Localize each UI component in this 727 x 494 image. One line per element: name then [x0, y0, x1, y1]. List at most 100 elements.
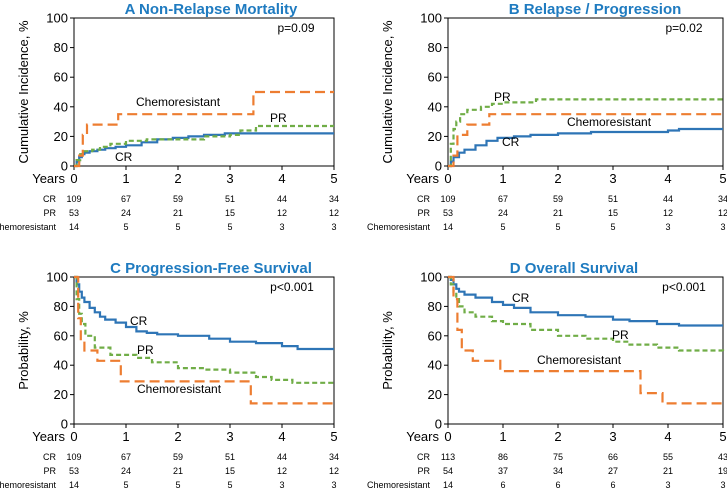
curve-pr: [74, 124, 334, 168]
curve-label-cr: CR: [512, 291, 530, 305]
curve-label-chemoresistant: Chemoresistant: [537, 353, 622, 367]
at-risk-value: 12: [718, 208, 727, 218]
at-risk-row-label: Chemoresistant: [367, 480, 431, 490]
y-tick-label: 0: [435, 417, 442, 432]
p-value: p<0.001: [270, 280, 314, 294]
at-risk-row-label: PR: [43, 466, 56, 476]
x-tick-label: 4: [664, 429, 671, 444]
y-tick-label: 80: [54, 40, 68, 55]
plot-frame: [73, 276, 335, 425]
at-risk-value: 51: [225, 194, 235, 204]
curve-pr: [448, 275, 725, 354]
at-risk-value: 12: [329, 208, 339, 218]
y-tick-label: 60: [428, 328, 442, 343]
at-risk-value: 5: [227, 480, 232, 490]
at-risk-row-label: PR: [417, 466, 430, 476]
x-tick-label: 1: [122, 171, 129, 186]
y-tick-label: 0: [61, 417, 68, 432]
at-risk-value: 3: [720, 222, 725, 232]
p-value: p<0.001: [662, 280, 706, 294]
at-risk-value: 34: [329, 452, 339, 462]
at-risk-value: 67: [498, 194, 508, 204]
at-risk-value: 5: [555, 222, 560, 232]
at-risk-row-label: CR: [417, 452, 430, 462]
x-tick-label: 3: [609, 171, 616, 186]
at-risk-value: 44: [663, 194, 673, 204]
at-risk-value: 109: [66, 194, 81, 204]
x-tick-label: 2: [554, 429, 561, 444]
at-risk-value: 6: [610, 480, 615, 490]
at-risk-value: 44: [277, 452, 287, 462]
y-tick-label: 100: [420, 270, 442, 285]
at-risk-value: 14: [69, 222, 79, 232]
x-tick-label: 1: [122, 429, 129, 444]
y-tick-label: 20: [54, 129, 68, 144]
curve-pr: [74, 275, 334, 384]
at-risk-value: 24: [121, 466, 131, 476]
x-axis-label: Years: [32, 171, 65, 186]
at-risk-value: 53: [69, 208, 79, 218]
at-risk-value: 12: [329, 466, 339, 476]
panel-title: A Non-Relapse Mortality: [125, 1, 298, 18]
y-axis-label: Cumulative Incidence, %: [380, 20, 395, 164]
at-risk-row-label: CR: [43, 194, 56, 204]
y-tick-label: 0: [435, 159, 442, 174]
at-risk-value: 3: [665, 480, 670, 490]
at-risk-value: 5: [500, 222, 505, 232]
y-tick-label: 80: [54, 299, 68, 314]
at-risk-row-label: PR: [417, 208, 430, 218]
plot-frame: [447, 17, 724, 167]
at-risk-value: 15: [225, 208, 235, 218]
at-risk-value: 24: [498, 208, 508, 218]
at-risk-value: 5: [123, 222, 128, 232]
at-risk-value: 24: [121, 208, 131, 218]
at-risk-value: 5: [610, 222, 615, 232]
x-tick-label: 5: [719, 171, 726, 186]
p-value: p=0.02: [665, 21, 702, 35]
at-risk-value: 3: [279, 222, 284, 232]
at-risk-value: 55: [663, 452, 673, 462]
at-risk-value: 3: [331, 222, 336, 232]
x-tick-label: 2: [554, 171, 561, 186]
at-risk-value: 66: [608, 452, 618, 462]
at-risk-value: 5: [175, 222, 180, 232]
at-risk-value: 21: [173, 208, 183, 218]
at-risk-row-label: Chemoresistant: [0, 222, 56, 232]
x-tick-label: 0: [444, 429, 451, 444]
at-risk-value: 12: [277, 208, 287, 218]
curve-chemoresistant: [448, 113, 723, 168]
x-tick-label: 2: [174, 429, 181, 444]
y-tick-label: 20: [428, 129, 442, 144]
at-risk-value: 21: [553, 208, 563, 218]
y-tick-label: 20: [54, 387, 68, 402]
at-risk-value: 53: [69, 466, 79, 476]
at-risk-value: 34: [553, 466, 563, 476]
at-risk-value: 5: [175, 480, 180, 490]
y-tick-label: 80: [428, 299, 442, 314]
at-risk-value: 21: [173, 466, 183, 476]
y-tick-label: 20: [428, 387, 442, 402]
at-risk-value: 12: [663, 208, 673, 218]
x-tick-label: 4: [278, 429, 285, 444]
at-risk-value: 59: [173, 194, 183, 204]
at-risk-value: 6: [555, 480, 560, 490]
curve-label-chemoresistant: Chemoresistant: [137, 382, 222, 396]
panel-c: C Progression-Free Survival 0 20 40 60 80 100 0…: [0, 260, 339, 490]
x-tick-label: 3: [609, 429, 616, 444]
at-risk-value: 3: [665, 222, 670, 232]
at-risk-row-label: Chemoresistant: [367, 222, 431, 232]
at-risk-value: 5: [227, 222, 232, 232]
curve-label-cr: CR: [502, 135, 520, 149]
at-risk-value: 67: [121, 194, 131, 204]
at-risk-value: 34: [329, 194, 339, 204]
at-risk-value: 14: [443, 480, 453, 490]
y-tick-label: 100: [420, 11, 442, 26]
at-risk-value: 14: [443, 222, 453, 232]
at-risk-row-label: CR: [417, 194, 430, 204]
curve-label-pr: PR: [270, 111, 287, 125]
y-tick-label: 40: [428, 99, 442, 114]
x-tick-label: 0: [70, 429, 77, 444]
panel-title: B Relapse / Progression: [509, 1, 682, 18]
at-risk-value: 59: [173, 452, 183, 462]
curve-cr: [448, 275, 723, 327]
